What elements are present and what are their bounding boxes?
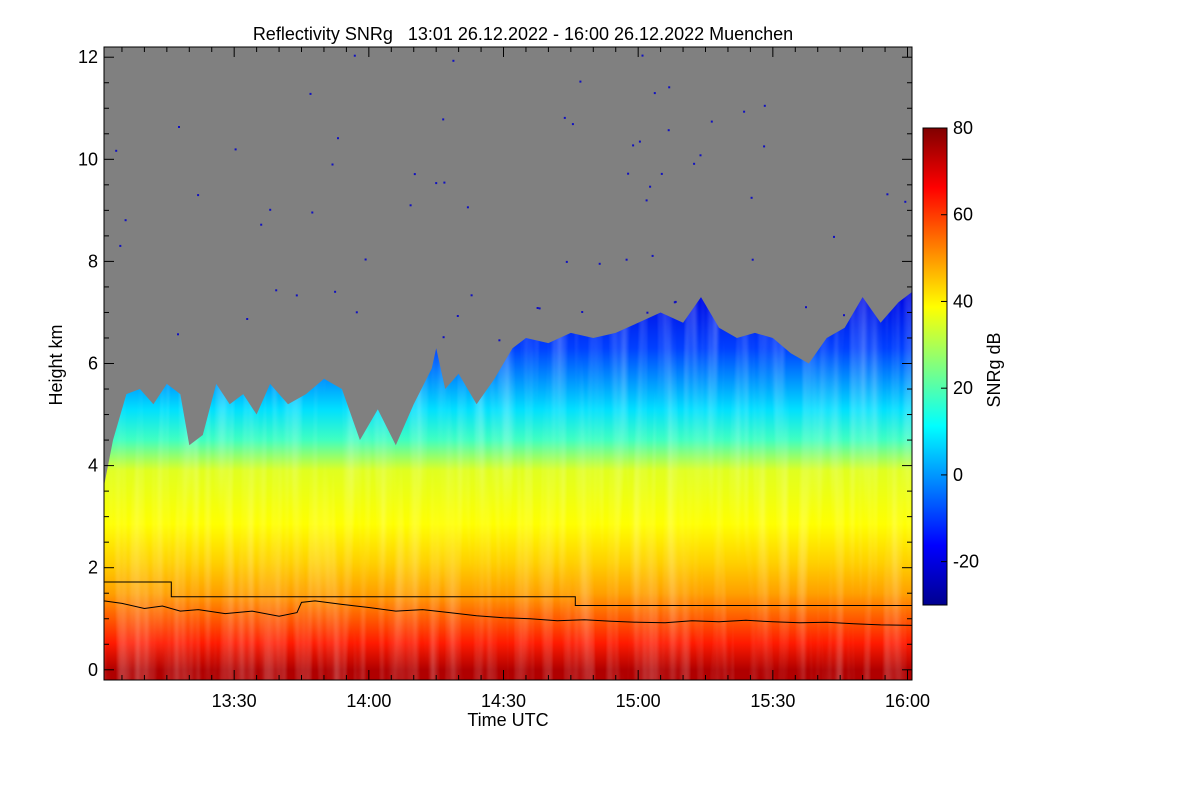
colorbar-tick-label: 60 — [953, 205, 973, 225]
y-tick-label: 12 — [78, 47, 98, 67]
noise-dot — [579, 80, 582, 83]
colorbar-ticks: -20 0 20 40 60 80 — [941, 118, 979, 572]
noise-dot — [246, 318, 249, 320]
noise-dot — [743, 110, 746, 113]
noise-dot — [833, 235, 835, 238]
noise-dot — [197, 194, 200, 197]
noise-dot — [660, 172, 663, 175]
noise-dot — [119, 244, 122, 247]
noise-dot — [269, 208, 272, 211]
x-tick-label: 15:30 — [750, 691, 795, 711]
noise-dot — [651, 254, 654, 257]
x-tick-label: 15:00 — [616, 691, 661, 711]
noise-dot — [667, 129, 670, 132]
noise-dot — [763, 104, 766, 107]
colorbar-tick-label: -20 — [953, 552, 979, 572]
noise-dot — [565, 260, 568, 263]
x-axis: 13:30 14:00 14:30 15:00 15:30 16:00 — [121, 47, 930, 711]
y-axis: 0 2 4 6 8 10 12 — [78, 47, 912, 680]
y-tick-label: 10 — [78, 149, 98, 169]
noise-dot — [563, 116, 566, 119]
noise-dot — [649, 185, 652, 188]
boundary-layer-line — [103, 600, 913, 626]
noise-dot — [645, 199, 648, 202]
noise-dot — [435, 182, 438, 185]
noise-dot — [843, 314, 845, 317]
noise-dot — [331, 163, 334, 166]
noise-dot — [275, 289, 278, 292]
colorbar-gradient — [922, 127, 948, 606]
noise-dot — [442, 118, 445, 121]
y-tick-label: 6 — [88, 354, 98, 374]
x-tick-label: 13:30 — [212, 691, 257, 711]
y-axis-title: Height km — [46, 324, 66, 405]
noise-dot — [750, 196, 753, 199]
noise-dot — [115, 149, 118, 152]
noise-dot — [904, 200, 907, 203]
x-tick-label: 14:00 — [346, 691, 391, 711]
chart-title: Reflectivity SNRg 13:01 26.12.2022 - 16:… — [253, 24, 793, 44]
noise-dot — [466, 206, 469, 209]
noise-dot — [442, 336, 445, 339]
noise-dot — [177, 333, 179, 336]
colorbar-tick-label: 0 — [953, 465, 963, 485]
noise-dot — [295, 294, 298, 297]
noise-dot — [536, 307, 539, 309]
noise-dot — [598, 262, 601, 265]
noise-dot — [627, 172, 630, 175]
noise-dot — [668, 86, 671, 89]
noise-dot — [638, 140, 641, 143]
x-tick-label: 14:30 — [481, 691, 526, 711]
noise-dot — [456, 315, 459, 317]
series-layer — [103, 581, 913, 626]
noise-dot — [178, 126, 180, 128]
noise-dot — [538, 307, 541, 310]
noise-dot — [311, 211, 314, 214]
noise-dot — [581, 311, 584, 313]
noise-dot — [805, 306, 807, 309]
noise-dot — [646, 311, 649, 314]
colorbar-tick-label: 40 — [953, 291, 973, 311]
colorbar-tick-label: 20 — [953, 378, 973, 398]
boundary-layer-step-line — [104, 581, 912, 606]
colorbar-title: SNRg dB — [984, 332, 1004, 407]
x-tick-label: 16:00 — [885, 691, 930, 711]
noise-dot — [699, 154, 702, 157]
noise-dot — [124, 219, 127, 222]
noise-dot — [443, 181, 446, 184]
noise-dot — [337, 137, 339, 140]
noise-dot — [309, 92, 312, 95]
noise-dot — [364, 258, 367, 261]
noise-dot — [334, 290, 337, 293]
colorbar: -20 0 20 40 60 80 SNRg dB — [922, 118, 1004, 606]
noise-dot — [452, 59, 455, 62]
noise-dot — [498, 339, 501, 342]
y-tick-label: 4 — [88, 456, 98, 476]
noise-dot — [413, 173, 416, 176]
noise-dot — [470, 294, 473, 297]
y-tick-label: 2 — [88, 558, 98, 578]
noise-dot — [693, 162, 696, 165]
noise-dot — [653, 92, 656, 95]
noise-dot — [625, 258, 628, 261]
noise-dot — [571, 123, 574, 126]
noise-dot — [355, 311, 358, 314]
x-axis-title: Time UTC — [467, 710, 548, 730]
noise-dot — [632, 144, 635, 147]
noise-dot — [751, 258, 754, 261]
y-tick-label: 0 — [88, 660, 98, 680]
colorbar-tick-label: 80 — [953, 118, 973, 138]
noise-dot — [260, 223, 263, 226]
noise-dot — [409, 204, 412, 207]
noise-dot — [763, 145, 766, 148]
y-tick-label: 8 — [88, 251, 98, 271]
noise-dot — [886, 193, 889, 196]
noise-dot — [234, 148, 237, 151]
noise-dot — [641, 54, 644, 57]
noise-dot — [710, 120, 713, 123]
plot-area: 13:30 14:00 14:30 15:00 15:30 16:00 0 2 4 6 8 10 12 — [78, 46, 930, 711]
noise-dot — [353, 54, 356, 57]
noise-dot — [674, 300, 677, 303]
